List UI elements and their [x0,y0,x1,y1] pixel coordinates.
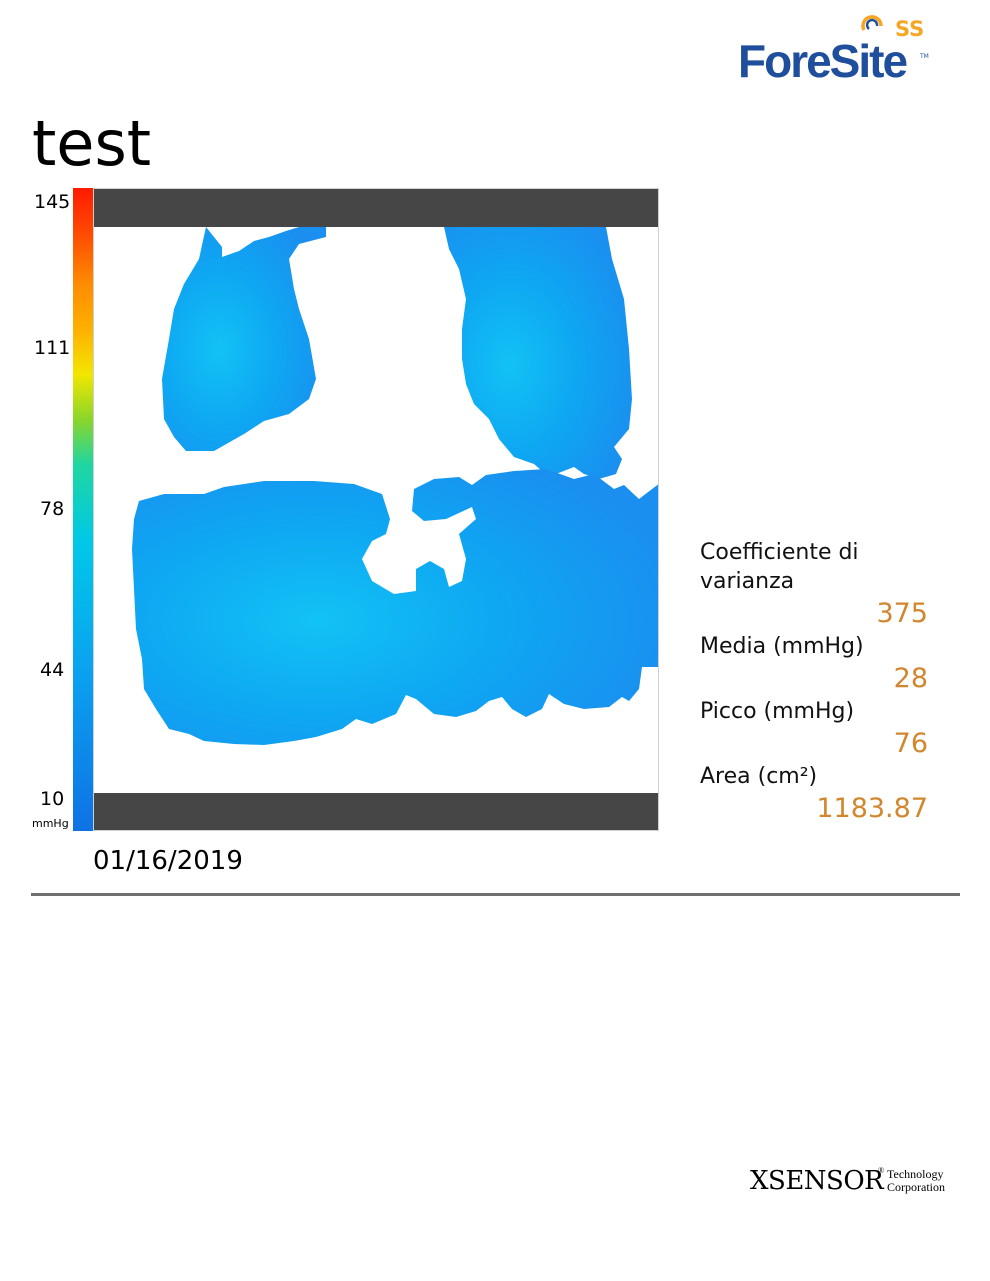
section-divider [31,893,960,896]
pressure-region-upper-left [162,227,326,451]
xsensor-logo-reg: ® [878,1166,885,1175]
mean-label: Media (mmHg) [700,634,864,659]
foresite-logo: SS ForeSite TM [738,14,933,87]
area-label: Area (cm²) [700,764,818,789]
pressure-color-scale [73,188,93,831]
sensor-top-bar [94,189,658,227]
xsensor-logo-line2: Corporation [887,1180,945,1194]
svg-text:TM: TM [919,53,929,60]
scale-tick-label: 78 [40,498,65,520]
foresite-swoosh-icon: SS ForeSite TM [738,15,929,87]
xsensor-logo-line1: Technology [887,1167,944,1181]
xsensor-logo: XSENSOR ® Technology Corporation [750,1164,955,1202]
xsensor-logo-main: XSENSOR [750,1166,884,1196]
report-title: test [32,107,152,180]
peak-value: 76 [893,728,928,759]
xsensor-logo-sub: Technology Corporation [887,1168,945,1194]
statistics-panel: Coefficiente di varianza 375 Media (mmHg… [700,538,928,827]
cv-value: 375 [876,598,928,629]
pressure-map [93,188,659,831]
report-date: 01/16/2019 [93,846,243,876]
area-value: 1183.87 [816,793,928,824]
mean-value: 28 [893,663,928,694]
scale-tick-label: 145 [34,191,71,213]
scale-tick-label: 10 [40,788,65,810]
cv-label: Coefficiente di varianza [700,540,859,594]
scale-tick-label: 111 [34,337,71,359]
pressure-region-upper-right [444,227,632,479]
scale-unit-label: mmHg [32,817,69,830]
pressure-region-lower [132,469,658,745]
sensor-bottom-bar [94,793,658,830]
scale-tick-label: 44 [40,659,65,681]
peak-label: Picco (mmHg) [700,699,855,724]
svg-text:SS: SS [895,17,924,41]
svg-text:ForeSite: ForeSite [738,35,907,86]
